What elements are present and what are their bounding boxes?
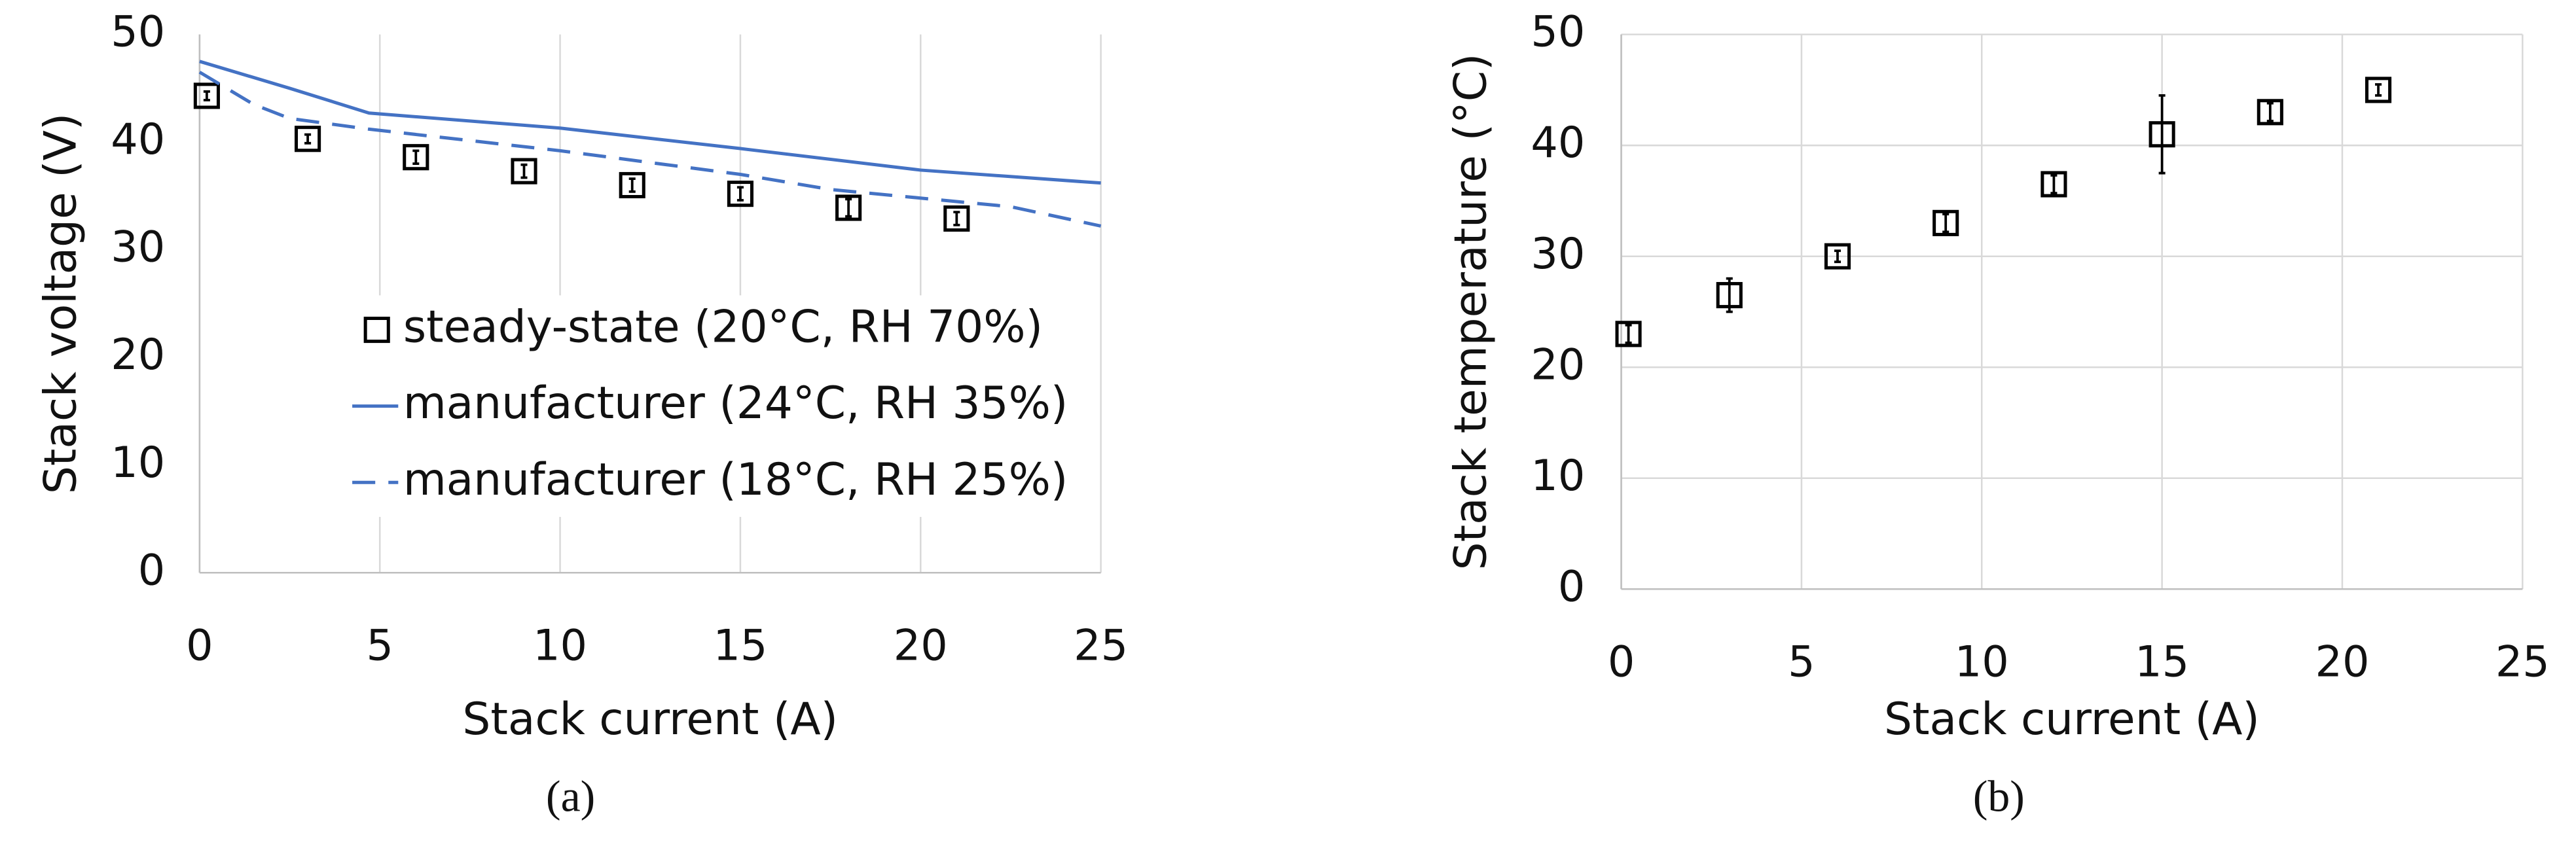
error-bar xyxy=(304,133,312,145)
marker-box xyxy=(363,316,390,344)
x-tick-label: 25 xyxy=(1074,621,1128,671)
x-axis-title: Stack current (A) xyxy=(1884,693,2260,745)
y-tick-label: 30 xyxy=(1531,229,1585,279)
legend-label: manufacturer (24°C, RH 35%) xyxy=(403,377,1068,429)
point xyxy=(2041,171,2067,198)
y-tick-label: 0 xyxy=(1558,561,1585,611)
y-tick-label: 50 xyxy=(111,7,165,57)
error-bar xyxy=(2266,101,2274,122)
y-tick-label: 20 xyxy=(111,330,165,380)
point xyxy=(727,181,753,207)
x-tick-label: 10 xyxy=(1955,637,2009,687)
panel-label: (b) xyxy=(1973,771,2025,821)
x-tick-label: 5 xyxy=(366,621,393,671)
chart: 0 5 10 15 20 25 0 10 20 30 40 50 Stack current (A) St… xyxy=(1444,7,2549,821)
point xyxy=(403,144,429,171)
chart: 0 5 10 15 20 25 0 10 20 30 40 50 Stack current (A) St… xyxy=(34,7,1128,821)
x-tick-label: 15 xyxy=(713,621,767,671)
y-axis-title: Stack temperature (°C) xyxy=(1444,54,1496,571)
x-tick-label: 10 xyxy=(533,621,587,671)
line xyxy=(198,71,1102,228)
point xyxy=(1932,209,1959,236)
error-bar xyxy=(520,163,528,179)
x-tick-label: 20 xyxy=(2315,637,2369,687)
y-axis-title: Stack voltage (V) xyxy=(34,113,86,494)
point xyxy=(511,158,537,185)
point xyxy=(943,205,970,232)
y-tick-label: 10 xyxy=(111,438,165,487)
line xyxy=(199,60,1101,185)
error-bar xyxy=(845,198,852,218)
x-tick-label: 0 xyxy=(1608,637,1635,687)
x-tick-label: 20 xyxy=(894,621,948,671)
point xyxy=(2257,99,2283,126)
point xyxy=(1824,243,1851,270)
x-tick-label: 25 xyxy=(2495,637,2550,687)
error-bar xyxy=(2375,83,2382,97)
y-tick-label: 40 xyxy=(111,115,165,164)
y-tick-label: 20 xyxy=(1531,340,1585,389)
error-bar xyxy=(1942,213,1950,234)
y-tick-label: 10 xyxy=(1531,451,1585,501)
legend-box xyxy=(312,295,1019,517)
error-bar xyxy=(1834,249,1841,264)
point xyxy=(619,171,645,199)
x-tick-label: 0 xyxy=(186,621,213,671)
error-bar xyxy=(628,177,636,193)
error-bar xyxy=(953,211,960,226)
x-tick-label: 15 xyxy=(2135,637,2189,687)
legend-label: steady-state (20°C, RH 70%) xyxy=(403,301,1043,353)
y-tick-label: 50 xyxy=(1531,7,1585,57)
error-bar xyxy=(412,149,420,165)
point xyxy=(835,194,862,221)
point xyxy=(2365,77,2392,103)
error-bar xyxy=(2050,174,2058,194)
error-bar xyxy=(203,90,210,101)
y-tick-label: 30 xyxy=(111,222,165,272)
x-tick-label: 5 xyxy=(1788,637,1815,687)
x-axis-title: Stack current (A) xyxy=(462,693,838,745)
point xyxy=(193,82,220,109)
error-bar xyxy=(2158,94,2166,175)
error-bar xyxy=(1726,277,1733,313)
point xyxy=(295,126,321,152)
error-bar xyxy=(1625,323,1632,344)
legend-label: manufacturer (18°C, RH 25%) xyxy=(403,453,1068,505)
panel-label: (a) xyxy=(546,771,595,821)
error-bar xyxy=(736,186,744,202)
y-tick-label: 0 xyxy=(138,545,165,595)
point xyxy=(1615,321,1642,347)
y-tick-label: 40 xyxy=(1531,118,1585,168)
